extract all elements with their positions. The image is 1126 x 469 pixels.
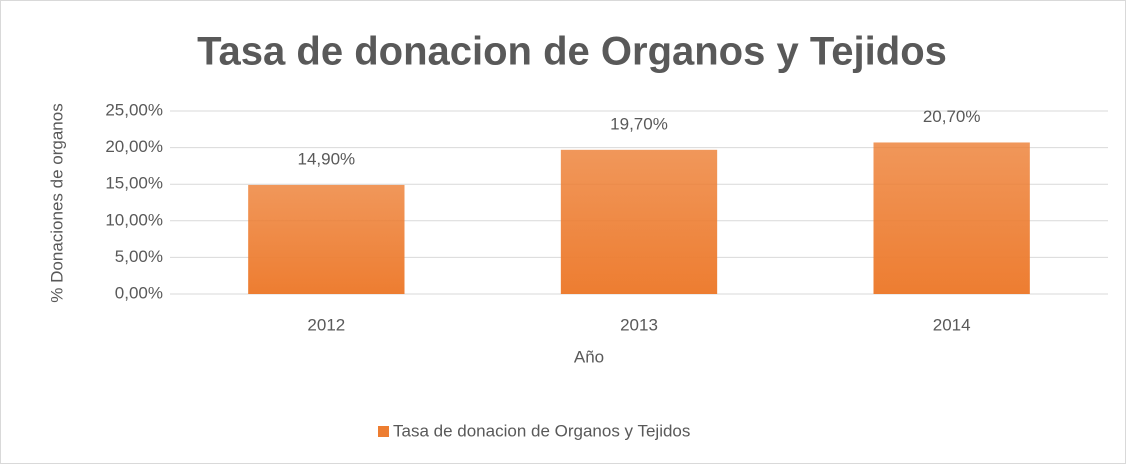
y-tick-label: 10,00% bbox=[105, 210, 163, 229]
data-label: 19,70% bbox=[610, 114, 668, 133]
x-axis-label: Año bbox=[574, 347, 604, 366]
data-label: 20,70% bbox=[923, 107, 981, 126]
x-tick-label: 2014 bbox=[933, 315, 971, 334]
x-tick-label: 2013 bbox=[620, 315, 658, 334]
y-axis-label: % Donaciones de organos bbox=[47, 103, 66, 302]
bar bbox=[560, 149, 718, 294]
legend-swatch bbox=[378, 426, 389, 437]
data-label: 14,90% bbox=[297, 149, 355, 168]
bar bbox=[873, 142, 1030, 294]
bar bbox=[248, 184, 405, 294]
legend-label: Tasa de donacion de Organos y Tejidos bbox=[393, 421, 690, 440]
y-tick-label: 5,00% bbox=[115, 247, 163, 266]
y-tick-label: 0,00% bbox=[115, 283, 163, 302]
x-tick-label: 2012 bbox=[307, 315, 345, 334]
y-tick-label: 20,00% bbox=[105, 137, 163, 156]
chart-title: Tasa de donacion de Organos y Tejidos bbox=[197, 30, 947, 74]
y-tick-label: 15,00% bbox=[105, 174, 163, 193]
y-tick-label: 25,00% bbox=[105, 100, 163, 119]
